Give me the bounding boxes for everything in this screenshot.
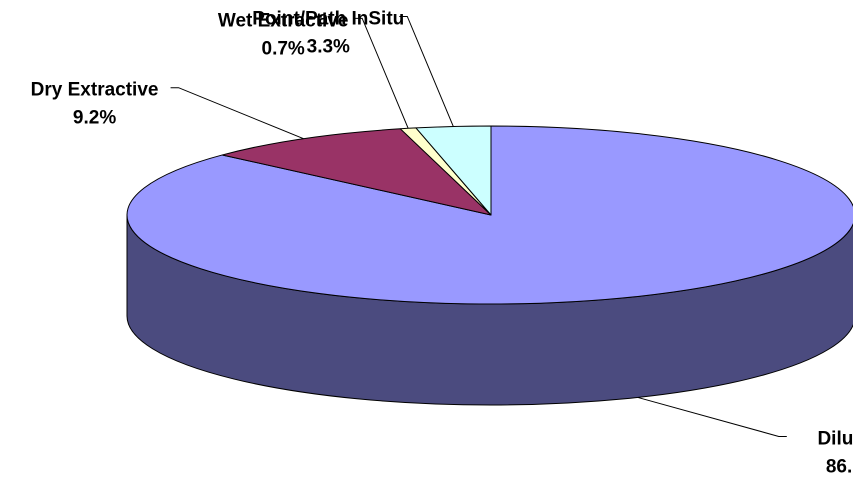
data-label-name-dry-extractive: Dry Extractive	[31, 80, 159, 101]
leader-line-dilution	[637, 396, 787, 437]
leader-line-wet-extractive	[354, 17, 409, 129]
data-label-name-dilution: Dilution	[817, 428, 853, 449]
pie-slice-point-path-insitu	[415, 125, 492, 216]
data-label-name-point-path-insitu: Point/Path InSitu	[252, 8, 404, 29]
data-label-value-wet-extractive: 0.7%	[262, 38, 305, 59]
leader-line-dry-extractive	[170, 87, 304, 140]
data-label-value-point-path-insitu: 3.3%	[307, 36, 350, 57]
data-label-value-dry-extractive: 9.2%	[73, 108, 116, 129]
data-label-name-wet-extractive: Wet Extractive	[218, 10, 349, 31]
leader-line-point-path-insitu	[399, 15, 454, 127]
data-label-value-dilution: 86.7%	[826, 456, 853, 477]
